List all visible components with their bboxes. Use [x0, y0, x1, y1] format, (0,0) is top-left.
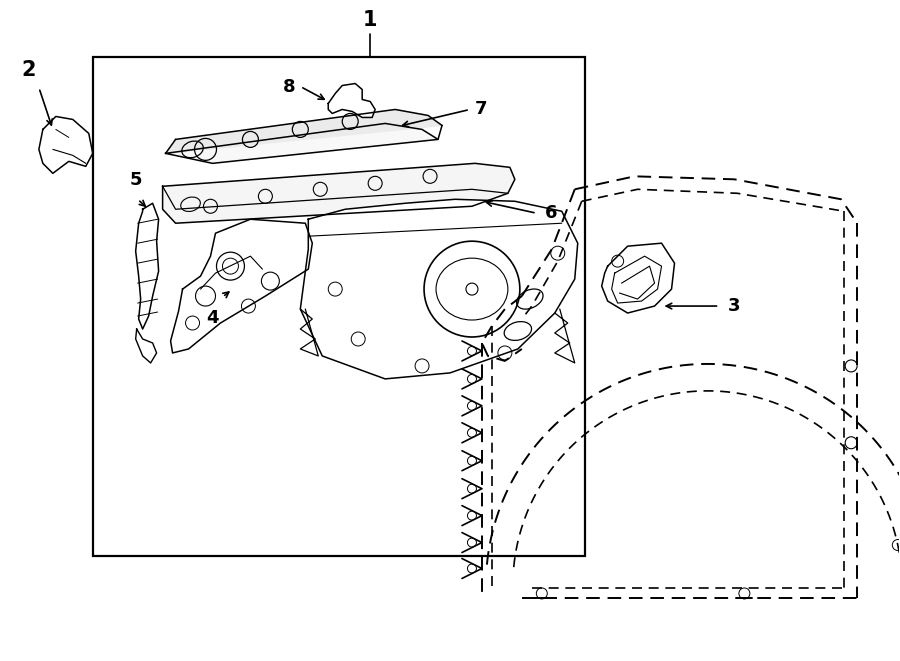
Polygon shape — [136, 329, 157, 363]
Text: 4: 4 — [206, 309, 219, 327]
Text: 3: 3 — [727, 297, 740, 315]
Polygon shape — [328, 83, 375, 118]
Polygon shape — [171, 219, 312, 353]
Bar — [93, 57, 585, 555]
Polygon shape — [39, 116, 93, 173]
Text: 2: 2 — [22, 59, 36, 79]
Polygon shape — [163, 163, 515, 223]
Polygon shape — [136, 204, 158, 329]
Polygon shape — [166, 110, 442, 153]
Polygon shape — [166, 124, 438, 163]
Text: 8: 8 — [283, 77, 295, 95]
Text: 7: 7 — [475, 100, 488, 118]
Text: 1: 1 — [363, 10, 377, 30]
Text: 5: 5 — [130, 171, 142, 189]
Polygon shape — [301, 199, 578, 379]
Polygon shape — [602, 243, 674, 313]
Text: 6: 6 — [544, 204, 557, 222]
